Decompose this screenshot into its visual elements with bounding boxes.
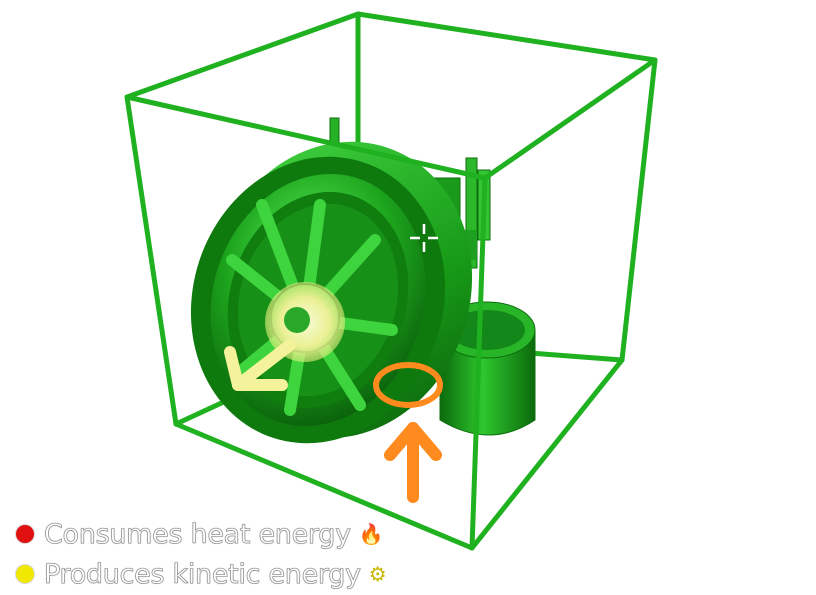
bounding-box-front bbox=[124, 11, 658, 551]
gear-icon: ⚙ bbox=[368, 562, 387, 586]
yellow-dot-icon bbox=[16, 565, 34, 583]
legend-label-produces: Produces kinetic energy bbox=[44, 558, 362, 590]
heat-input-arrow-icon bbox=[384, 422, 442, 503]
legend-label-consumes: Consumes heat energy bbox=[44, 518, 352, 550]
legend-item-produces: Produces kinetic energy ⚙ bbox=[16, 554, 387, 594]
legend-item-consumes: Consumes heat energy 🔥 bbox=[16, 514, 386, 554]
crosshair-icon bbox=[410, 224, 438, 252]
energy-legend: Consumes heat energy 🔥 Produces kinetic … bbox=[16, 514, 387, 594]
red-dot-icon bbox=[16, 525, 34, 543]
kinetic-output-marker bbox=[224, 282, 345, 391]
kinetic-output-arrow-icon bbox=[224, 339, 296, 391]
heat-input-marker bbox=[373, 362, 443, 503]
fire-icon: 🔥 bbox=[358, 522, 384, 546]
